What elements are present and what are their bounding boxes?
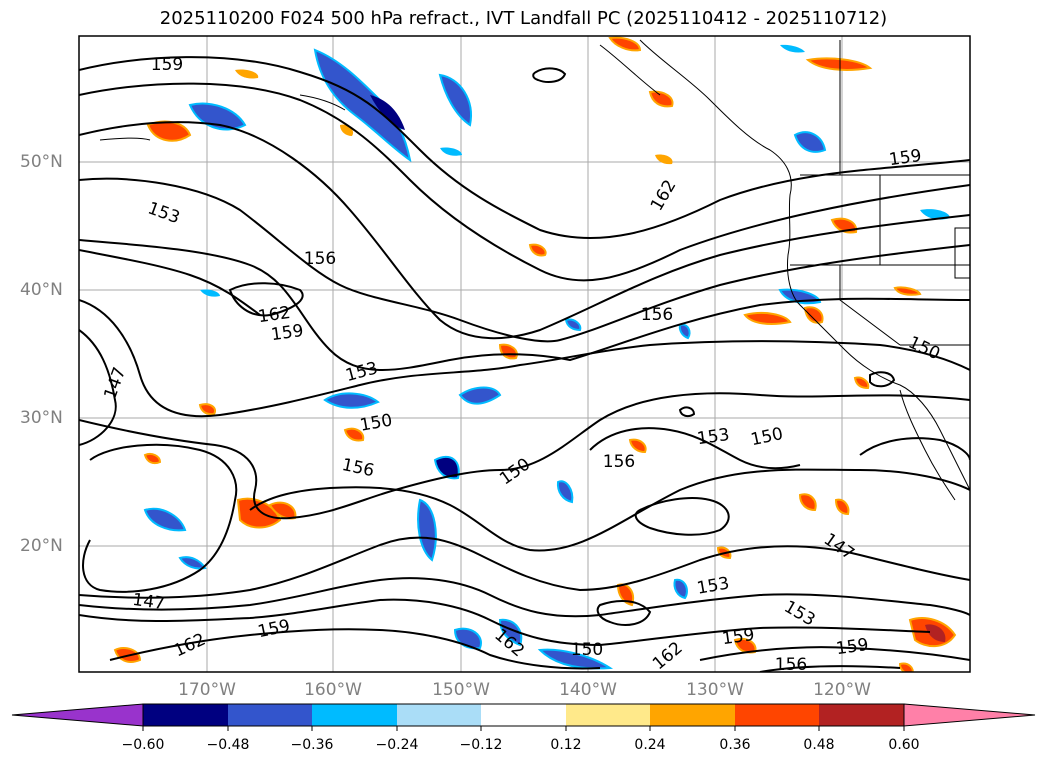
ivt-shading-negative xyxy=(143,44,950,670)
lat-label: 30°N xyxy=(20,408,63,428)
contour-label: 156 xyxy=(304,249,336,269)
refractivity-contours xyxy=(79,56,970,672)
colorbar-outline xyxy=(142,703,905,727)
map-frame xyxy=(78,35,971,673)
colorbar-tick-label: 0.12 xyxy=(550,737,582,753)
contour-label: 162 xyxy=(649,638,687,674)
colorbar-tick-label: −0.60 xyxy=(121,737,165,753)
colorbar-tick-label: −0.36 xyxy=(290,737,334,753)
colorbar-tick-label: 0.24 xyxy=(634,737,666,753)
contour-label: 153 xyxy=(696,425,731,449)
colorbar-extension-low xyxy=(11,703,144,727)
colorbar-segment xyxy=(143,704,228,726)
contour-label: 150 xyxy=(749,424,785,450)
contour-label: 159 xyxy=(270,321,305,345)
colorbar-segment xyxy=(228,704,312,726)
colorbar-segment xyxy=(397,704,481,726)
colorbar-tick-label: −0.12 xyxy=(459,737,503,753)
grid-lines xyxy=(79,36,970,672)
lat-label: 40°N xyxy=(20,280,63,300)
contour-label: 162 xyxy=(171,630,209,662)
contour-label: 162 xyxy=(490,625,528,661)
contour-label: 159 xyxy=(256,616,292,642)
contour-label: 159 xyxy=(721,625,756,649)
colorbar-segment xyxy=(312,704,397,726)
lon-label: 160°W xyxy=(304,680,362,700)
contour-label: 147 xyxy=(131,590,166,614)
colorbar-tick-label: −0.48 xyxy=(206,737,250,753)
colorbar xyxy=(11,703,1036,731)
lon-label: 150°W xyxy=(432,680,490,700)
colorbar-segment xyxy=(819,704,904,726)
colorbar-segment xyxy=(650,704,735,726)
contour-label: 153 xyxy=(145,198,182,228)
contour-label: 150 xyxy=(496,454,534,489)
contour-label: 150 xyxy=(358,410,393,435)
map-title: 2025110200 F024 500 hPa refract., IVT La… xyxy=(159,8,888,29)
lat-label: 50°N xyxy=(20,152,63,172)
contour-label: 153 xyxy=(780,597,818,631)
lon-label: 140°W xyxy=(559,680,617,700)
contour-label: 159 xyxy=(835,635,870,659)
coastlines xyxy=(99,39,970,501)
contour-label: 147 xyxy=(820,529,858,564)
lon-label: 130°W xyxy=(686,680,744,700)
contour-label: 156 xyxy=(603,452,635,472)
colorbar-tick-label: 0.48 xyxy=(803,737,835,753)
lon-label: 120°W xyxy=(813,680,871,700)
colorbar-extension-high xyxy=(903,703,1036,727)
contour-label: 159 xyxy=(888,146,923,170)
colorbar-tick-label: −0.24 xyxy=(375,737,419,753)
contour-label: 156 xyxy=(641,305,673,325)
contour-label: 159 xyxy=(151,55,183,75)
colorbar-segment xyxy=(566,704,650,726)
contour-label: 150 xyxy=(905,333,943,365)
colorbar-tick-label: 0.36 xyxy=(719,737,751,753)
lon-label: 170°W xyxy=(178,680,236,700)
contour-label: 156 xyxy=(340,455,376,481)
contour-label: 162 xyxy=(647,176,681,214)
contour-label: 153 xyxy=(695,573,730,598)
colorbar-segment xyxy=(735,704,819,726)
contour-label: 150 xyxy=(571,640,603,660)
contour-label: 162 xyxy=(257,303,292,327)
colorbar-segment xyxy=(481,704,566,726)
lat-label: 20°N xyxy=(20,536,63,556)
colorbar-tick-label: 0.60 xyxy=(888,737,920,753)
contour-label: 156 xyxy=(775,655,807,675)
contour-label: 147 xyxy=(100,365,130,402)
ivt-shading-positive xyxy=(113,36,957,672)
